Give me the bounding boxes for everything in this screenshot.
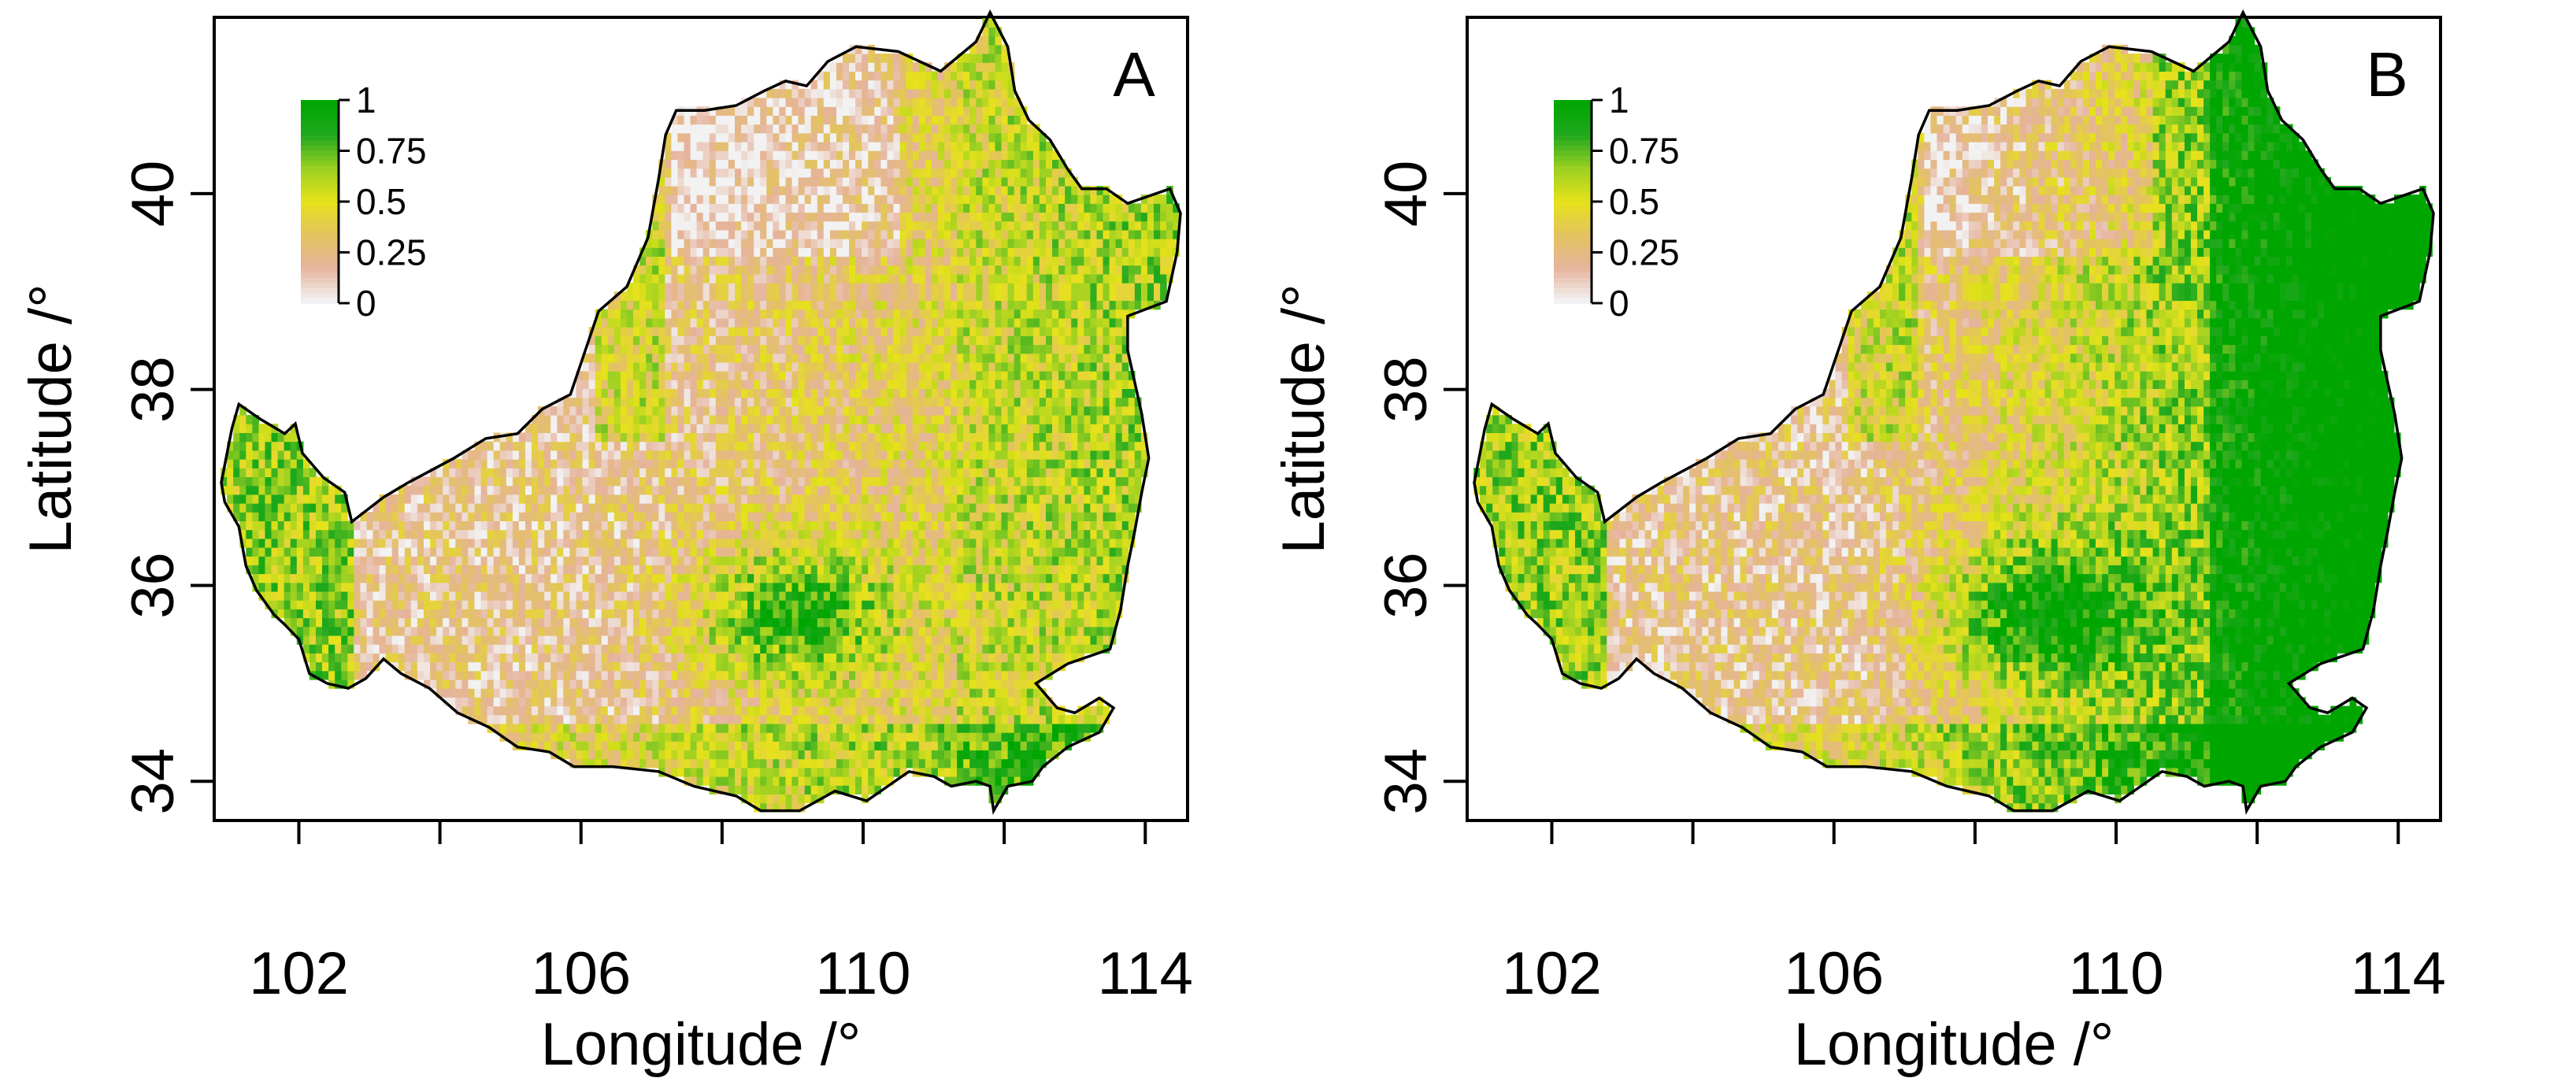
legend-tick-label: 0 [1609, 283, 1629, 324]
legend-tick-label: 0.75 [356, 131, 427, 172]
y-tick-label: 36 [120, 552, 187, 619]
y-tick-label: 36 [1373, 552, 1440, 619]
x-tick-label: 102 [249, 940, 349, 1007]
legend-tick-label: 0.25 [1609, 232, 1680, 273]
legend-tick-label: 0.5 [356, 181, 406, 222]
legend-tick-label: 0.75 [1609, 131, 1680, 172]
y-tick-label: 34 [120, 748, 187, 815]
legend-tick-label: 0 [356, 283, 376, 324]
map-panel-a: 102 106 110 114 34 36 38 40 Longitude /° Latitude… [17, 9, 1193, 1078]
y-tick-label: 38 [120, 356, 187, 423]
legend-tick-label: 0.5 [1609, 181, 1659, 222]
map-panel-b: 102 106 110 114 34 36 38 40 Longitude /° Latitude… [1270, 9, 2446, 1078]
color-legend: 1 0.75 0.5 0.25 0 [301, 80, 427, 324]
raster-cells [1473, 18, 2433, 813]
x-tick-label: 106 [1784, 940, 1884, 1007]
x-tick-label: 110 [815, 940, 910, 1007]
legend-tick-label: 1 [356, 80, 376, 120]
color-legend: 1 0.75 0.5 0.25 0 [1554, 80, 1680, 324]
x-axis-title: Longitude /° [1794, 1011, 2115, 1078]
legend-tick-label: 0.25 [356, 232, 427, 273]
x-axis-title: Longitude /° [541, 1011, 862, 1078]
y-axis-title: Latitude /° [17, 283, 84, 554]
y-tick-label: 34 [1373, 748, 1440, 815]
y-axis-title: Latitude /° [1270, 283, 1337, 554]
x-tick-label: 114 [1098, 940, 1193, 1007]
x-tick-label: 106 [531, 940, 631, 1007]
panel-label: B [2366, 39, 2407, 109]
legend-tick-label: 1 [1609, 80, 1629, 120]
x-tick-label: 114 [2351, 940, 2446, 1007]
region-outline [220, 9, 1182, 815]
raster-cells [221, 18, 1180, 813]
y-tick-label: 38 [1373, 356, 1440, 423]
region-outline [1473, 9, 2435, 815]
x-tick-label: 102 [1502, 940, 1602, 1007]
y-tick-label: 40 [120, 161, 187, 228]
x-tick-label: 110 [2068, 940, 2163, 1007]
y-tick-label: 40 [1373, 161, 1440, 228]
panel-label: A [1113, 39, 1155, 109]
